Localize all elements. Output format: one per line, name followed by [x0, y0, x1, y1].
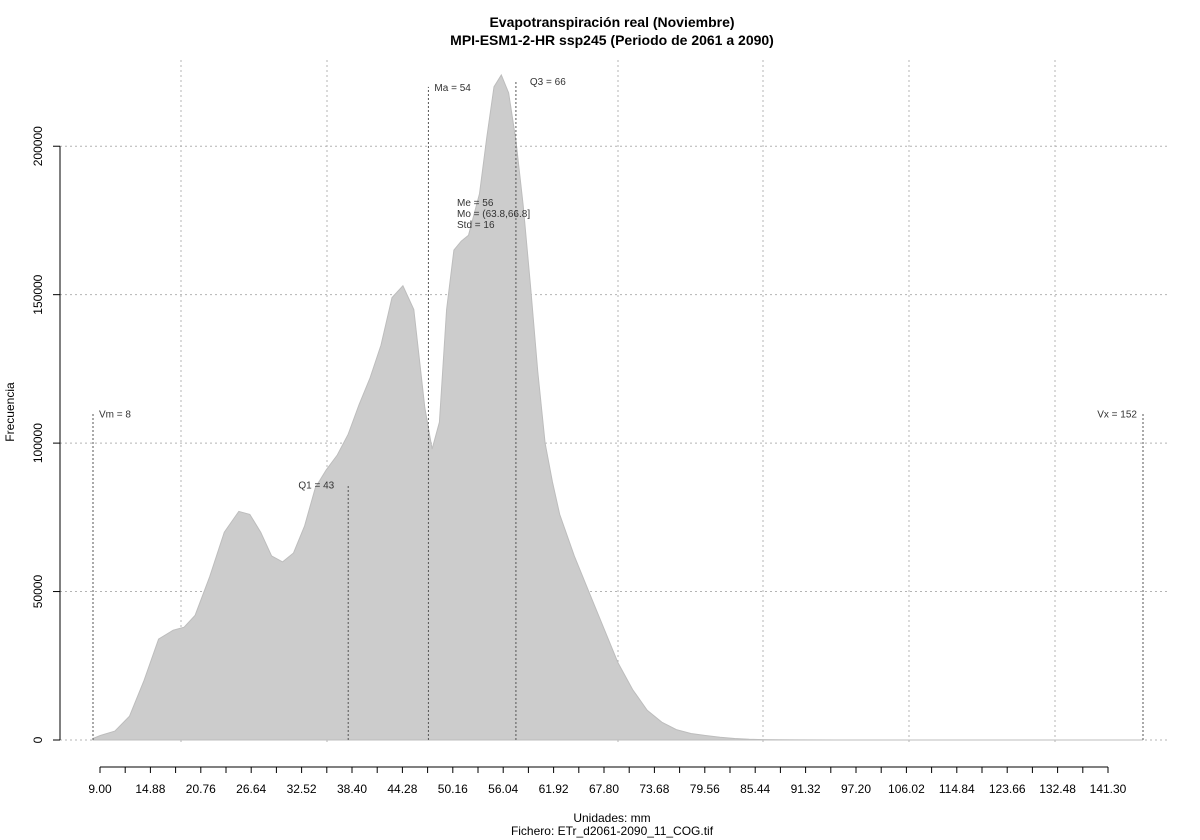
x-tick-label: 9.00 — [88, 782, 112, 796]
x-tick-label: 97.20 — [841, 782, 871, 796]
distribution-area — [92, 73, 1143, 741]
x-tick-label: 141.30 — [1090, 782, 1127, 796]
x-axis: 9.00 14.88 20.76 26.64 32.52 38.40 44.28 50.16 5… — [88, 766, 1127, 796]
x-tick-label: 20.76 — [186, 782, 216, 796]
x-tick-label: 50.16 — [438, 782, 468, 796]
y-tick-label: 0 — [31, 736, 45, 743]
x-tick-label: 44.28 — [387, 782, 417, 796]
x-tick-label: 56.04 — [488, 782, 518, 796]
y-tick-label: 50000 — [31, 575, 45, 609]
x-tick-label: 61.92 — [539, 782, 569, 796]
x-axis-label: Unidades: mm — [573, 811, 650, 825]
x-tick-label: 67.80 — [589, 782, 619, 796]
x-tick-label: 79.56 — [690, 782, 720, 796]
stats-line: Mo = (63.8,66.8] — [457, 209, 530, 220]
reference-markers: Vm = 8 Q1 = 43 Ma = 54 Q3 = 66 Vx = 152 — [92, 77, 1144, 740]
x-tick-label: 85.44 — [740, 782, 770, 796]
x-tick-label: 106.02 — [888, 782, 925, 796]
y-axis: 0 50000 100000 150000 200000 — [31, 126, 61, 743]
y-tick-label: 100000 — [31, 423, 45, 463]
x-tick-label: 73.68 — [639, 782, 669, 796]
x-tick-label: 14.88 — [135, 782, 165, 796]
stats-line: Std = 16 — [457, 220, 495, 231]
marker-label: Q1 = 43 — [298, 481, 334, 492]
y-axis-label: Frecuencia — [3, 382, 17, 442]
y-tick-label: 150000 — [31, 274, 45, 314]
density-area — [92, 73, 1143, 741]
chart-title: Evapotranspiración real (Noviembre) — [489, 14, 734, 30]
x-tick-label: 123.66 — [989, 782, 1026, 796]
x-tick-label: 32.52 — [287, 782, 317, 796]
marker-label: Vm = 8 — [99, 409, 131, 420]
x-tick-label: 114.84 — [939, 782, 975, 796]
x-tick-label: 91.32 — [791, 782, 821, 796]
x-tick-label: 26.64 — [236, 782, 266, 796]
marker-label: Q3 = 66 — [530, 77, 566, 88]
chart-subtitle: MPI-ESM1-2-HR ssp245 (Periodo de 2061 a … — [450, 32, 774, 48]
marker-label: Ma = 54 — [434, 83, 471, 94]
marker-label: Vx = 152 — [1097, 409, 1137, 420]
footer-filename: Fichero: ETr_d2061-2090_11_COG.tif — [511, 824, 714, 838]
x-tick-label: 132.48 — [1039, 782, 1076, 796]
y-tick-label: 200000 — [31, 126, 45, 166]
x-tick-label: 38.40 — [337, 782, 367, 796]
stats-line: Me = 56 — [457, 198, 494, 209]
